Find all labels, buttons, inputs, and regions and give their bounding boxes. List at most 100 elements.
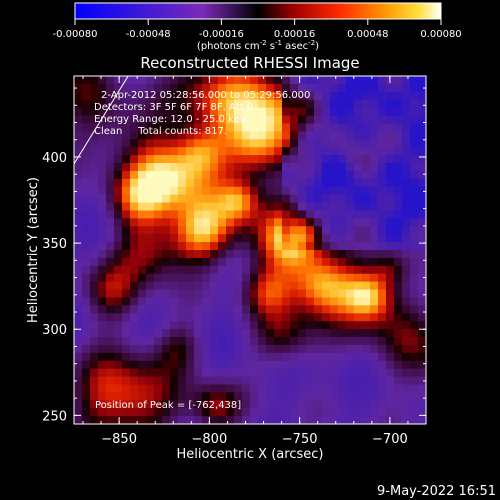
heatmap-cell <box>106 202 115 211</box>
heatmap-cell <box>354 83 363 93</box>
heatmap-cell <box>130 210 139 219</box>
heatmap-cell <box>170 107 179 116</box>
heatmap-cell <box>218 91 227 101</box>
heatmap-cell <box>226 305 235 314</box>
heatmap-cell <box>370 257 379 267</box>
heatmap-cell <box>210 123 219 132</box>
heatmap-cell <box>170 392 179 401</box>
heatmap-cell <box>258 360 267 370</box>
heatmap-cell <box>410 91 419 101</box>
heatmap-cell <box>226 123 235 132</box>
heatmap-cell <box>234 273 243 283</box>
heatmap-cell <box>290 257 299 267</box>
heatmap-cell <box>314 194 323 203</box>
heatmap-cell <box>346 210 355 219</box>
heatmap-cell <box>282 170 291 180</box>
heatmap-cell <box>162 210 171 219</box>
heatmap-cell <box>386 321 395 330</box>
heatmap-cell <box>274 218 283 227</box>
heatmap-cell <box>82 344 91 354</box>
heatmap-cell <box>306 313 315 322</box>
heatmap-cell <box>314 329 323 338</box>
heatmap-cell <box>146 273 155 283</box>
heatmap-cell <box>266 392 275 401</box>
heatmap-cell <box>250 123 259 132</box>
heatmap-cell <box>170 400 179 409</box>
heatmap-cell <box>370 194 379 203</box>
heatmap-cell <box>282 83 291 93</box>
heatmap-cell <box>138 250 147 259</box>
heatmap-cell <box>186 234 195 243</box>
heatmap-cell <box>346 147 355 156</box>
heatmap-cell <box>186 265 195 275</box>
heatmap-cell <box>114 257 123 267</box>
heatmap-cell <box>82 313 91 322</box>
heatmap-cell <box>290 194 299 203</box>
heatmap-cell <box>394 360 403 370</box>
heatmap-cell <box>378 170 387 180</box>
heatmap-cell <box>370 392 379 401</box>
heatmap-cell <box>226 297 235 306</box>
heatmap-cell <box>234 416 243 424</box>
heatmap-cell <box>250 265 259 275</box>
heatmap-cell <box>178 337 187 346</box>
heatmap-cell <box>274 384 283 393</box>
heatmap-cell <box>258 384 267 393</box>
heatmap-cell <box>154 99 163 109</box>
heatmap-cell <box>322 368 331 377</box>
heatmap-cell <box>74 186 83 196</box>
heatmap-cell <box>402 400 411 409</box>
heatmap-cell <box>170 210 179 219</box>
heatmap-cell <box>298 321 307 330</box>
colorbar-tick-label: 0.00048 <box>347 29 388 40</box>
heatmap-cell <box>338 376 347 385</box>
heatmap-cell <box>106 147 115 156</box>
heatmap-cell <box>322 226 331 235</box>
heatmap-cell <box>346 344 355 354</box>
heatmap-cell <box>106 337 115 346</box>
heatmap-cell <box>394 321 403 330</box>
heatmap-cell <box>338 305 347 314</box>
heatmap-cell <box>258 344 267 354</box>
heatmap-cell <box>298 289 307 298</box>
heatmap-cell <box>250 289 259 298</box>
heatmap-cell <box>162 99 171 109</box>
heatmap-cell <box>386 210 395 219</box>
heatmap-cell <box>330 297 339 306</box>
heatmap-cell <box>162 139 171 148</box>
heatmap-cell <box>322 178 331 188</box>
heatmap-cell <box>122 313 131 322</box>
heatmap-cell <box>154 281 163 290</box>
heatmap-cell <box>218 170 227 180</box>
x-axis-label: Heliocentric X (arcsec) <box>177 447 324 462</box>
heatmap-cell <box>106 210 115 219</box>
heatmap-cell <box>274 155 283 164</box>
heatmap-cell <box>418 99 426 109</box>
heatmap-cell <box>378 163 387 172</box>
heatmap-cell <box>162 297 171 306</box>
heatmap-cell <box>98 107 107 116</box>
heatmap-cell <box>106 281 115 290</box>
heatmap-cell <box>162 305 171 314</box>
heatmap-cell <box>298 123 307 132</box>
heatmap-cell <box>202 368 211 377</box>
heatmap-cell <box>290 313 299 322</box>
heatmap-cell <box>402 344 411 354</box>
heatmap-cell <box>186 115 195 124</box>
heatmap-cell <box>330 194 339 203</box>
heatmap-cell <box>194 194 203 203</box>
heatmap-cell <box>250 155 259 164</box>
heatmap-cell <box>378 265 387 275</box>
heatmap-cell <box>386 281 395 290</box>
heatmap-cell <box>74 360 83 370</box>
heatmap-cell <box>194 250 203 259</box>
heatmap-cell <box>322 139 331 148</box>
heatmap-cell <box>138 139 147 148</box>
heatmap-cell <box>306 368 315 377</box>
heatmap-cell <box>186 139 195 148</box>
heatmap-cell <box>362 91 371 101</box>
heatmap-cell <box>90 392 99 401</box>
heatmap-cell <box>178 250 187 259</box>
heatmap-cell <box>402 250 411 259</box>
heatmap-cell <box>82 265 91 275</box>
